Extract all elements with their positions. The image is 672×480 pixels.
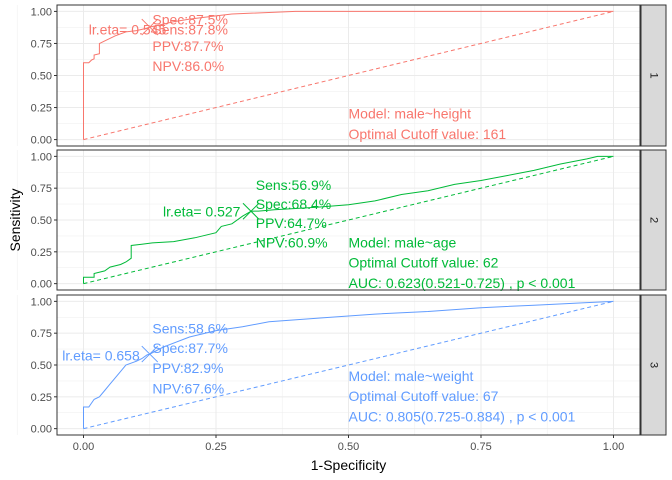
panel-3-y-axis: 0.00 0.25 0.50 0.75 1.00 [31,296,57,436]
panel-1-lr-eta-label: lr.eta= 0.545 [89,21,167,37]
panel-3-npv-label: NPV:67.6% [152,381,224,397]
panel-2-lr-eta-label: lr.eta= 0.527 [163,204,241,220]
panel-3-optimal-point-stroke-b [141,345,159,363]
panel-2-y-tick-label-1: 0.25 [31,247,52,259]
panel-3-y-tick-label-4: 1.00 [31,296,52,308]
panel-1-y-tick-label-2: 0.50 [31,71,52,83]
panel-3-y-tick-label-2: 0.50 [31,360,52,372]
x-tick-label-4: 1.00 [603,441,624,453]
panel-3-grid [16,295,640,435]
panel-1-npv-label: NPV:86.0% [152,58,224,74]
x-axis-title: 1-Specificity [311,457,386,473]
panel-2-y-axis: 0.00 0.25 0.50 0.75 1.00 [31,151,57,291]
panel-1-y-tick-label-3: 0.75 [31,38,52,50]
panel-2-ppv-label: PPV:64.7% [256,215,327,231]
panel-3-optimal-point [141,345,159,363]
panel-1-annotations: lr.eta= 0.545 Sens:87.8% Spec:87.5% PPV:… [89,12,507,142]
panel-1-optimal-point-stroke-b [141,18,159,36]
panel-3: lr.eta= 0.658 Sens:58.6% Spec:87.7% PPV:… [16,294,667,436]
panel-1-y-tick-label-1: 0.25 [31,103,52,115]
panel-3-annotations: lr.eta= 0.658 Sens:58.6% Spec:87.7% PPV:… [62,321,575,425]
panel-1-roc-line [83,10,614,140]
panel-2-optimal-point [242,202,260,220]
panel-3-roc-curve [83,300,614,429]
panel-1: lr.eta= 0.545 Sens:87.8% Spec:87.5% PPV:… [16,4,667,147]
panel-2-roc-curve [83,155,614,284]
panel-2-cutoff-label: Optimal Cutoff value: 62 [349,255,499,271]
panel-3-spec-label: Spec:87.7% [152,340,228,356]
panel-1-spec-label: Spec:87.5% [152,12,228,28]
panel-2-strip [640,149,667,291]
x-tick-label-3: 0.75 [470,441,491,453]
panel-1-optimal-point [141,18,159,36]
panel-2-auc-label: AUC: 0.623(0.521-0.725) , p < 0.001 [349,275,576,291]
panel-1-ppv-label: PPV:87.7% [152,38,223,54]
panel-2-model-label: Model: male~age [349,234,457,250]
panel-2-spec-label: Spec:68.4% [256,196,332,212]
panel-2-y-tick-label-4: 1.00 [31,151,52,163]
panel-3-strip [640,294,667,436]
panel-2-y-tick-label-3: 0.75 [31,183,52,195]
panel-2-strip-label: 2 [648,217,660,223]
panel-3-y-tick-label-0: 0.00 [31,424,52,436]
panel-2-annotations: lr.eta= 0.527 Sens:56.9% Spec:68.4% PPV:… [163,177,576,291]
panel-2-sens-label: Sens:56.9% [256,177,332,193]
panel-1-sens-label: Sens:87.8% [152,21,228,37]
panel-2-grid [16,150,640,290]
panel-1-y-tick-label-0: 0.00 [31,135,52,147]
panel-1-strip [640,4,667,147]
panel-1-cutoff-label: Optimal Cutoff value: 161 [349,126,507,142]
x-axis: 0.00 0.25 0.50 0.75 1.00 [73,435,624,453]
panel-1-y-tick-label-4: 1.00 [31,6,52,18]
panel-1-model-label: Model: male~height [349,105,472,121]
panel-3-cutoff-label: Optimal Cutoff value: 67 [349,388,499,404]
panel-2-optimal-point-stroke-b [242,202,260,220]
panel-2-y-tick-label-0: 0.00 [31,279,52,291]
x-tick-label-1: 0.25 [205,441,226,453]
panel-1-y-axis: 0.00 0.25 0.50 0.75 1.00 [31,6,57,147]
panel-3-auc-label: AUC: 0.805(0.725-0.884) , p < 0.001 [349,409,576,425]
panel-1-strip-label: 1 [648,72,660,78]
x-tick-label-2: 0.50 [338,441,359,453]
panel-3-ppv-label: PPV:82.9% [152,360,223,376]
panel-3-sens-label: Sens:58.6% [152,321,228,337]
panel-3-y-tick-label-3: 0.75 [31,328,52,340]
panel-3-y-tick-label-1: 0.25 [31,392,52,404]
panel-3-model-label: Model: male~weight [349,368,474,384]
panel-2: lr.eta= 0.527 Sens:56.9% Spec:68.4% PPV:… [16,149,667,291]
panel-1-roc-curve [83,10,614,140]
panel-3-lr-eta-label: lr.eta= 0.658 [62,347,140,363]
y-axis-title: Sensitivity [7,188,23,251]
panel-2-roc-line [83,155,614,284]
x-tick-label-0: 0.00 [73,441,94,453]
panel-3-strip-label: 3 [648,362,660,368]
panel-2-npv-label: NPV:60.9% [256,234,328,250]
panel-2-y-tick-label-2: 0.50 [31,215,52,227]
